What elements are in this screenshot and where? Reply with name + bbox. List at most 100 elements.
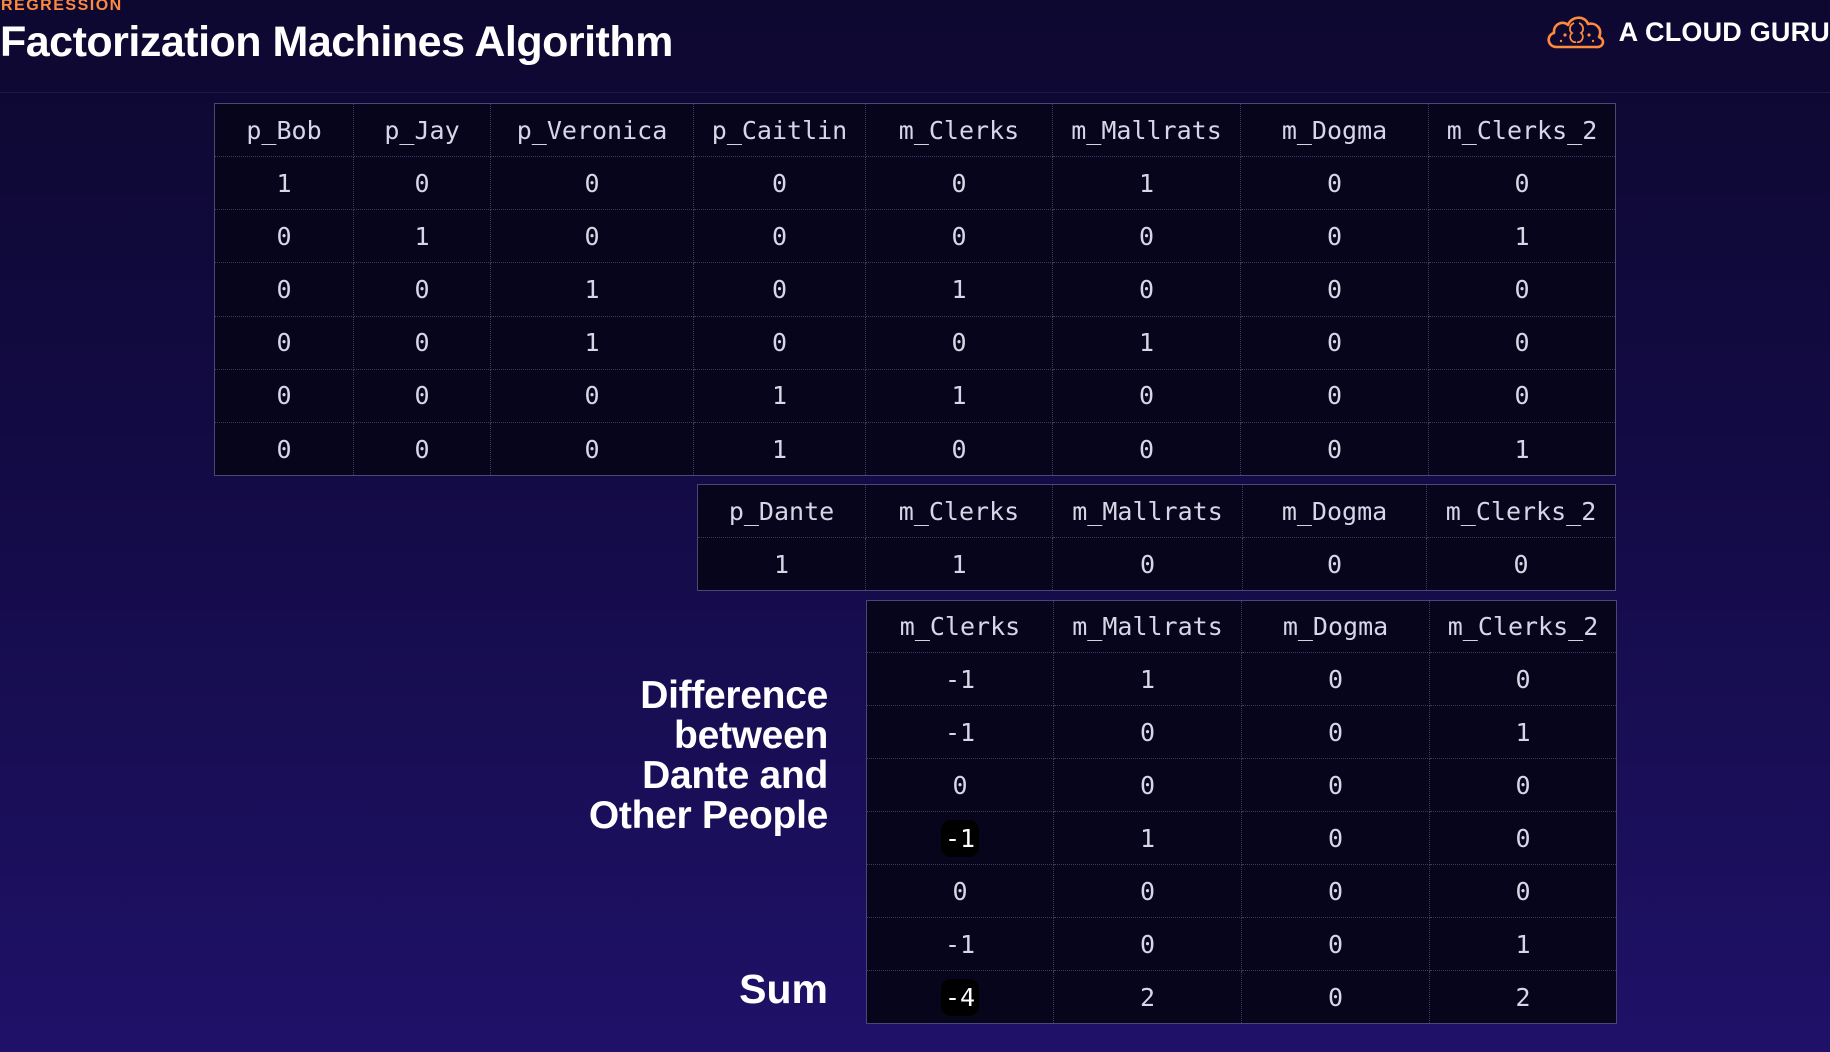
column-header: p_Veronica bbox=[490, 103, 694, 157]
table-cell: 1 bbox=[1053, 652, 1242, 706]
table-cell: 0 bbox=[1428, 316, 1616, 370]
highlight-marker: -4 bbox=[940, 978, 980, 1016]
section-label: REGRESSION bbox=[1, 0, 123, 14]
table-cell: 0 bbox=[1240, 316, 1429, 370]
table-header-row: p_Bob p_Jay p_Veronica p_Caitlin m_Clerk… bbox=[214, 103, 1616, 157]
table-cell: 0 bbox=[1053, 917, 1242, 971]
table-row: -1 0 0 1 bbox=[866, 705, 1617, 759]
column-header: m_Clerks bbox=[866, 600, 1054, 653]
table-cell: 1 bbox=[1429, 917, 1617, 971]
table-cell-highlighted: -1 bbox=[866, 811, 1054, 865]
table-cell: 0 bbox=[1428, 156, 1616, 211]
table-cell: 0 bbox=[214, 316, 354, 370]
column-header: m_Dogma bbox=[1242, 484, 1427, 538]
table-cell: 0 bbox=[214, 209, 354, 264]
table-cell: -1 bbox=[866, 705, 1054, 759]
column-header: m_Dogma bbox=[1240, 103, 1429, 157]
table-cell: 1 bbox=[353, 209, 491, 264]
sum-label: Sum bbox=[739, 966, 828, 1012]
column-header: p_Jay bbox=[353, 103, 491, 157]
table-cell: 0 bbox=[214, 369, 354, 423]
people-movie-matrix: p_Bob p_Jay p_Veronica p_Caitlin m_Clerk… bbox=[214, 103, 1616, 477]
difference-label: Difference between Dante and Other Peopl… bbox=[588, 674, 828, 837]
table-cell: 0 bbox=[865, 156, 1053, 211]
table-cell: 1 bbox=[697, 537, 866, 591]
table-cell: 0 bbox=[490, 209, 694, 264]
table-row: 0 1 0 0 0 0 0 1 bbox=[214, 209, 1616, 264]
table-cell: 0 bbox=[1053, 705, 1242, 759]
table-cell: 1 bbox=[1429, 705, 1617, 759]
table-cell: 1 bbox=[1052, 156, 1241, 211]
table-row: -1 0 0 1 bbox=[866, 917, 1617, 971]
table-cell: 1 bbox=[1053, 811, 1242, 865]
table-cell: 0 bbox=[1053, 864, 1242, 918]
table-cell: 1 bbox=[1514, 434, 1530, 464]
table-cell: 1 bbox=[693, 369, 866, 423]
table-cell: 0 bbox=[1240, 369, 1429, 423]
table-cell: 0 bbox=[1240, 262, 1429, 317]
table-cell: 0 bbox=[353, 369, 491, 423]
table-cell: 1 bbox=[1428, 209, 1616, 264]
column-header: m_Clerks bbox=[865, 103, 1053, 157]
column-header: m_Clerks bbox=[865, 484, 1053, 538]
table-cell: 0 bbox=[1241, 864, 1430, 918]
sum-cell: 2 bbox=[1053, 970, 1242, 1024]
table-cell: 0 bbox=[1240, 209, 1429, 264]
table-cell: 0 bbox=[1242, 537, 1427, 591]
table-cell: 0 bbox=[1241, 917, 1430, 971]
brand-name: A CLOUD GURU bbox=[1618, 16, 1830, 47]
table-cell: 0 bbox=[865, 422, 1053, 476]
table-cell: 0 bbox=[353, 262, 491, 317]
table-cell: 0 bbox=[1428, 369, 1616, 423]
table-cell: 1 bbox=[865, 369, 1053, 423]
table-row: 0 0 0 0 bbox=[866, 864, 1617, 918]
table-cell: 0 bbox=[1429, 758, 1617, 812]
table-row: 0 0 0 0 bbox=[866, 758, 1617, 812]
sum-cell: 0 bbox=[1241, 970, 1430, 1024]
table-cell: 1 bbox=[693, 422, 866, 476]
table-cell: 0 bbox=[1241, 705, 1430, 759]
table-header-row: m_Clerks m_Mallrats m_Dogma m_Clerks_2 bbox=[866, 600, 1617, 653]
column-header: m_Mallrats bbox=[1052, 484, 1243, 538]
table-cell: 0 bbox=[866, 864, 1054, 918]
table-cell: 0 bbox=[214, 262, 354, 317]
table-cell: 1 bbox=[490, 262, 694, 317]
table-cell: 0 bbox=[490, 156, 694, 211]
table-row: -1 1 0 0 bbox=[866, 652, 1617, 706]
column-header: p_Dante bbox=[697, 484, 866, 538]
table-cell: 1 bbox=[1052, 316, 1241, 370]
table-cell: 0 bbox=[1513, 549, 1529, 579]
table-row: 0 0 1 0 0 1 0 0 bbox=[214, 316, 1616, 370]
column-header: m_Clerks_2 bbox=[1428, 103, 1616, 157]
table-cell: 0 bbox=[1052, 262, 1241, 317]
column-header: p_Caitlin bbox=[693, 103, 866, 157]
table-cell: 0 bbox=[1052, 369, 1241, 423]
slide-title: Factorization Machines Algorithm bbox=[0, 18, 673, 66]
table-cell: -1 bbox=[866, 652, 1054, 706]
table-cell: 0 bbox=[1240, 156, 1429, 211]
table-cell: -1 bbox=[866, 917, 1054, 971]
table-cell: 0 bbox=[1429, 652, 1617, 706]
table-cell: 0 bbox=[1429, 864, 1617, 918]
column-header: m_Clerks_2 bbox=[1426, 484, 1616, 538]
column-header: m_Clerks_2 bbox=[1429, 600, 1617, 653]
table-cell: 1 bbox=[490, 316, 694, 370]
table-cell: 0 bbox=[1052, 422, 1241, 476]
table-cell: 0 bbox=[1053, 758, 1242, 812]
table-cell: 0 bbox=[693, 156, 866, 211]
dante-movie-vector: p_Dante m_Clerks m_Mallrats m_Dogma m_Cl… bbox=[697, 484, 1616, 591]
table-cell: 0 bbox=[353, 422, 491, 476]
table-cell: 1 bbox=[214, 156, 354, 211]
highlight-marker: -1 bbox=[940, 819, 980, 857]
table-row: -1 1 0 0 bbox=[866, 811, 1617, 865]
table-cell: 0 bbox=[693, 316, 866, 370]
column-header: m_Mallrats bbox=[1053, 600, 1242, 653]
table-cell: 0 bbox=[1428, 262, 1616, 317]
table-cell: 1 bbox=[865, 537, 1053, 591]
column-header: m_Dogma bbox=[1241, 600, 1430, 653]
table-row: 1 1 0 0 0 bbox=[697, 537, 1616, 591]
table-cell: 0 bbox=[1052, 537, 1243, 591]
table-cell: 0 bbox=[865, 316, 1053, 370]
table-cell: 0 bbox=[693, 262, 866, 317]
table-cell: 0 bbox=[214, 422, 354, 476]
